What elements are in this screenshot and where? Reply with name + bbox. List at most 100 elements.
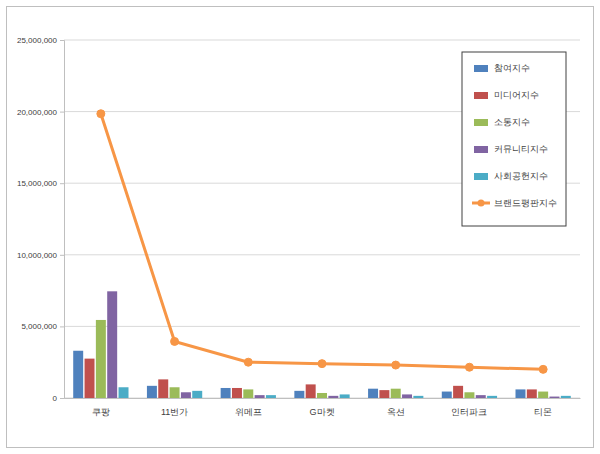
bar-series <box>73 351 525 398</box>
legend-swatch <box>474 173 488 180</box>
plot: 0 5,000,000 10,000,000 15,000,000 20,000,000… <box>17 36 581 417</box>
legend-label: 미디어지수 <box>494 90 539 100</box>
y-tick-label: 10,000,000 <box>17 251 58 260</box>
bar <box>442 392 452 398</box>
grid-line <box>64 254 580 255</box>
y-tick: 5,000,000 <box>21 322 64 331</box>
marker <box>171 337 179 345</box>
bar <box>232 388 242 398</box>
legend-label: 참여지수 <box>494 63 530 73</box>
x-tick-label: 11번가 <box>161 407 188 417</box>
bar <box>266 395 276 398</box>
chart: 0 5,000,000 10,000,000 15,000,000 20,000,000… <box>0 0 600 454</box>
bar <box>379 390 389 398</box>
x-axis-line <box>65 398 581 399</box>
legend-item: 커뮤니티지수 <box>474 144 548 154</box>
x-tick: 11번가 <box>161 398 188 417</box>
bar <box>527 389 537 398</box>
y-tick: 0 <box>53 394 64 403</box>
bar <box>158 379 168 398</box>
x-tick: 위메프 <box>235 398 262 417</box>
bar <box>317 393 327 398</box>
bar <box>340 394 350 398</box>
y-tick: 10,000,000 <box>17 251 64 260</box>
y-tick-mark <box>60 326 64 327</box>
x-tick: 옥션 <box>387 398 405 417</box>
bar <box>549 397 559 398</box>
grid <box>64 40 580 398</box>
bar <box>464 392 474 398</box>
x-tick-label: 위메프 <box>235 407 262 417</box>
y-tick-mark <box>60 112 64 113</box>
y-tick-mark <box>60 255 64 256</box>
bar <box>255 395 265 398</box>
legend-label: 커뮤니티지수 <box>494 144 548 154</box>
bar <box>192 391 202 398</box>
y-tick-mark <box>60 398 64 399</box>
x-tick: 인터파크 <box>451 398 487 417</box>
bar <box>243 389 253 398</box>
bar <box>328 396 338 398</box>
y-tick-mark <box>60 183 64 184</box>
legend-frame <box>462 52 566 226</box>
line <box>101 114 543 370</box>
marker <box>97 110 105 118</box>
bar <box>181 392 191 398</box>
x-tick: 티몬 <box>534 398 552 417</box>
legend-swatch <box>474 65 488 72</box>
bar <box>538 392 548 398</box>
legend-item: 소통지수 <box>474 117 530 127</box>
bar <box>147 386 157 398</box>
y-tick-label: 0 <box>53 394 58 403</box>
marker <box>539 365 547 373</box>
legend-swatch <box>474 119 488 126</box>
y-axis-line <box>60 41 65 399</box>
x-tick-label: 옥션 <box>387 407 405 417</box>
y-tick-label: 25,000,000 <box>17 36 58 45</box>
bar <box>516 389 526 398</box>
bar <box>170 387 180 398</box>
bar <box>119 387 129 398</box>
marker <box>392 361 400 369</box>
bar-series <box>96 320 548 398</box>
y-tick-label: 20,000,000 <box>17 108 58 117</box>
bar <box>107 291 117 398</box>
bar <box>96 320 106 398</box>
x-tick-label: 티몬 <box>534 407 552 417</box>
y-tick: 15,000,000 <box>17 179 64 188</box>
bar <box>85 359 95 398</box>
legend-item: 사회공헌지수 <box>474 171 548 181</box>
legend: 참여지수미디어지수소통지수커뮤니티지수사회공헌지수브랜드평판지수 <box>462 52 566 226</box>
legend-marker <box>478 200 485 207</box>
x-tick: G마켓 <box>309 398 334 417</box>
grid-line <box>64 40 580 41</box>
marker <box>244 358 252 366</box>
bar-series <box>107 291 559 398</box>
legend-item: 브랜드평판지수 <box>472 198 557 208</box>
legend-swatch <box>474 146 488 153</box>
y-tick-label: 5,000,000 <box>21 322 57 331</box>
legend-item: 참여지수 <box>474 63 530 73</box>
chart-frame <box>7 7 594 448</box>
bar <box>561 396 571 398</box>
legend-item: 미디어지수 <box>474 90 539 100</box>
grid-line <box>64 326 580 327</box>
bar <box>487 396 497 398</box>
bar <box>391 389 401 398</box>
legend-label: 소통지수 <box>494 117 530 127</box>
bar <box>413 396 423 398</box>
bar <box>73 351 83 398</box>
x-tick-label: 쿠팡 <box>92 407 110 417</box>
x-tick-label: G마켓 <box>309 407 334 417</box>
bar-series <box>119 387 571 398</box>
bar <box>368 389 378 398</box>
bar <box>306 384 316 398</box>
y-tick-mark <box>60 40 64 41</box>
bar <box>221 388 231 398</box>
marker <box>318 360 326 368</box>
y-axis: 0 5,000,000 10,000,000 15,000,000 20,000,000… <box>17 36 65 403</box>
marks <box>73 110 571 398</box>
legend-label: 사회공헌지수 <box>494 171 548 181</box>
bar <box>453 386 463 398</box>
x-tick-label: 인터파크 <box>451 407 487 417</box>
